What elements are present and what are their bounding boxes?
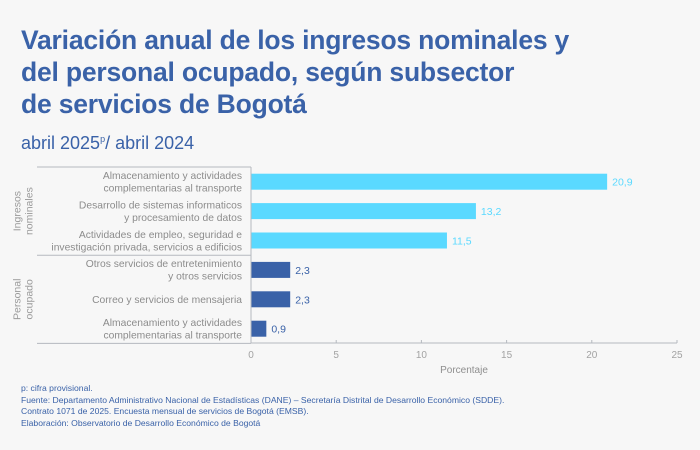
x-tick-label: 0 bbox=[248, 350, 254, 361]
category-label: Desarrollo de sistemas informaticos y pro… bbox=[79, 200, 242, 224]
group-label-line: Ingresos bbox=[12, 191, 24, 231]
value-label: 0,9 bbox=[271, 324, 286, 336]
category-label: Actividades de empleo, seguridad e invest… bbox=[51, 230, 242, 254]
category-label-line: Desarrollo de sistemas informaticos bbox=[79, 200, 242, 211]
category-label-line: y procesamiento de datos bbox=[124, 213, 242, 224]
group-label-line: Personal bbox=[12, 279, 24, 320]
footnote-provisional: p: cifra provisional. bbox=[21, 383, 93, 393]
category-label-line: Actividades de empleo, seguridad e bbox=[79, 230, 242, 241]
category-label: Almacenamiento y actividades complementar… bbox=[103, 171, 242, 195]
footnotes: p: cifra provisional. Fuente: Departamen… bbox=[21, 383, 504, 429]
provisional-mark: p bbox=[100, 134, 106, 144]
x-tick-label: 10 bbox=[416, 350, 428, 361]
category-label: Almacenamiento y actividades complementar… bbox=[103, 318, 242, 342]
x-tick-label: 20 bbox=[586, 350, 598, 361]
category-label-line: complementarias al transporte bbox=[103, 183, 242, 194]
category-label: Correo y servicios de mensajeria bbox=[92, 295, 242, 306]
category-label-line: Almacenamiento y actividades bbox=[103, 171, 242, 182]
category-label-line: y otros servicios bbox=[168, 272, 242, 283]
category-label-line: Almacenamiento y actividades bbox=[103, 318, 242, 329]
category-label-line: Otros servicios de entretenimiento bbox=[86, 259, 243, 270]
x-tick-label: 25 bbox=[671, 350, 683, 361]
category-label-line: Correo y servicios de mensajeria bbox=[92, 295, 242, 306]
bar bbox=[251, 291, 291, 308]
title-line: Variación anual de los ingresos nominale… bbox=[21, 25, 570, 55]
value-label: 20,9 bbox=[612, 177, 633, 189]
bar bbox=[251, 203, 476, 220]
x-axis-title: Porcentaje bbox=[440, 365, 488, 376]
category-label-line: complementarias al transporte bbox=[103, 330, 242, 341]
x-tick-label: 5 bbox=[333, 350, 339, 361]
value-label: 13,2 bbox=[481, 206, 502, 218]
value-label: 11,5 bbox=[452, 236, 472, 248]
bar bbox=[251, 173, 608, 190]
chart-title: Variación anual de los ingresos nominale… bbox=[21, 24, 681, 120]
category-label-line: investigación privada, servicios a edifi… bbox=[51, 242, 242, 253]
group-label: Ingresosnominales bbox=[12, 187, 36, 235]
category-label: Otros servicios de entretenimiento y otro… bbox=[86, 259, 243, 283]
group-label: Personalocupado bbox=[12, 279, 36, 320]
title-line: del personal ocupado, según subsector bbox=[21, 57, 515, 87]
subtitle-comparison: / abril 2024 bbox=[105, 133, 195, 153]
footnote-elaboration: Elaboración: Observatorio de Desarrollo … bbox=[21, 417, 261, 428]
footnote-source: Fuente: Departamento Administrativo Naci… bbox=[21, 394, 505, 405]
group-label-line: nominales bbox=[24, 187, 36, 235]
x-tick-label: 15 bbox=[501, 350, 513, 361]
group-label-line: ocupado bbox=[24, 279, 36, 319]
bar bbox=[251, 320, 267, 337]
subtitle-period: abril 2025 bbox=[21, 133, 101, 153]
title-line: de servicios de Bogotá bbox=[21, 89, 307, 119]
footnote-source-contract: Contrato 1071 de 2025. Encuesta mensual … bbox=[21, 406, 309, 416]
bar bbox=[251, 232, 447, 249]
value-label: 2,3 bbox=[295, 265, 310, 277]
bar bbox=[251, 261, 291, 278]
chart-subtitle: abril 2025p/ abril 2024 bbox=[21, 128, 194, 154]
value-label: 2,3 bbox=[295, 294, 310, 306]
